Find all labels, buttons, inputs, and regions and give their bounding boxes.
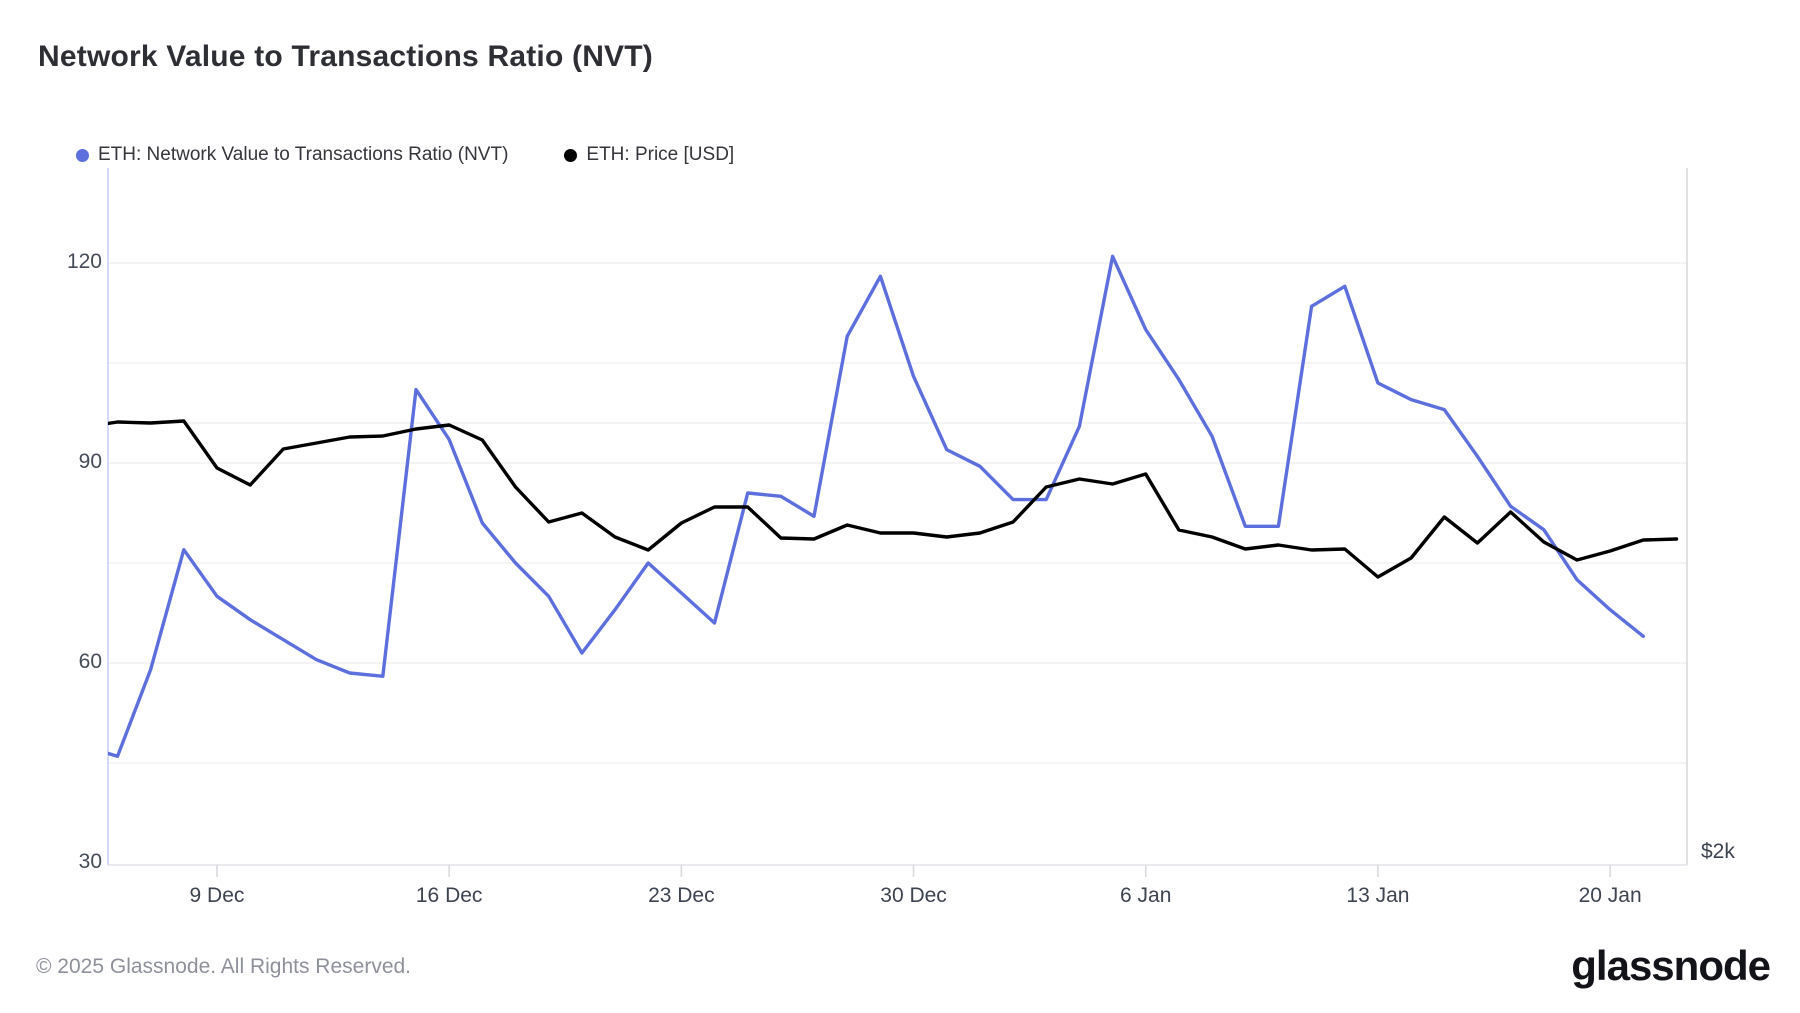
legend-label-nvt: ETH: Network Value to Transactions Ratio… bbox=[98, 144, 509, 165]
x-axis-tick-label: 23 Dec bbox=[648, 884, 715, 907]
y-axis-tick-label: 30 bbox=[78, 850, 102, 873]
series-line-price bbox=[108, 419, 1679, 579]
y-axis-tick-label: 60 bbox=[78, 649, 102, 673]
footer-copyright: © 2025 Glassnode. All Rights Reserved. bbox=[36, 955, 412, 978]
page-title: Network Value to Transactions Ratio (NVT… bbox=[38, 40, 653, 73]
price-series-dot-icon bbox=[564, 148, 578, 162]
x-axis-tick-label: 20 Jan bbox=[1578, 884, 1642, 907]
x-axis-tick-label: 9 Dec bbox=[189, 884, 245, 907]
x-axis-tick-label: 13 Jan bbox=[1346, 884, 1410, 907]
x-axis-tick-label: 16 Dec bbox=[415, 884, 483, 907]
series-line-nvt bbox=[108, 254, 1646, 758]
glassnode-logo: glassnode bbox=[1571, 942, 1771, 989]
nvt-series-dot-icon bbox=[76, 148, 89, 162]
legend-item-price[interactable]: ETH: Price [USD] bbox=[564, 144, 734, 166]
y-axis-tick-label: 120 bbox=[66, 249, 102, 273]
legend-label-price: ETH: Price [USD] bbox=[586, 144, 735, 165]
y-axis-tick-label: 90 bbox=[78, 449, 102, 473]
right-axis-price-label: $2k bbox=[1701, 840, 1735, 863]
legend: ETH: Network Value to Transactions Ratio… bbox=[76, 144, 734, 166]
legend-item-nvt[interactable]: ETH: Network Value to Transactions Ratio… bbox=[76, 144, 508, 166]
x-axis-tick-label: 30 Dec bbox=[880, 884, 947, 907]
x-axis-tick-label: 6 Jan bbox=[1120, 884, 1172, 907]
